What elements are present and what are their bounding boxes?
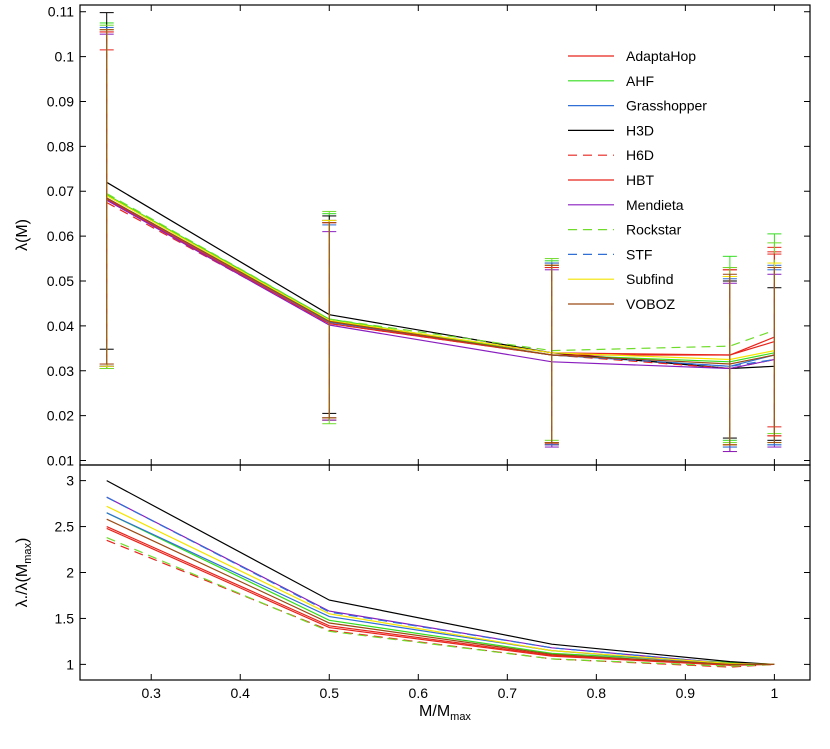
x-tick-label: 0.8 (587, 685, 607, 701)
bottom-y-tick-label: 1 (66, 656, 74, 672)
top-y-tick-label: 0.08 (47, 138, 74, 154)
x-axis-label-main: M/M (419, 703, 450, 720)
bottom-line-voboz (106, 518, 775, 666)
legend-item-mendieta: Mendieta (568, 197, 684, 213)
top-line-voboz (106, 197, 775, 365)
x-tick-label: 0.4 (231, 685, 251, 701)
legend-label: AHF (626, 73, 654, 89)
bottom-plot-frame (79, 464, 811, 681)
bottom-y-tick-label: 2.5 (55, 519, 75, 535)
legend-label: Rockstar (626, 222, 682, 238)
top-y-tick-label: 0.06 (47, 228, 74, 244)
top-panel: 0.01 0.02 0.03 0.04 0.05 0.06 0.07 0.08 0.09 0.1 0… (14, 4, 811, 469)
top-series-group (99, 12, 782, 453)
x-tick-label: 0.7 (498, 685, 518, 701)
top-y-tick-label: 0.11 (48, 4, 74, 20)
top-y-tick-label: 0.07 (47, 183, 74, 199)
legend-label: HBT (626, 172, 654, 188)
bottom-y-tick-label: 2 (66, 565, 74, 581)
bottom-y-axis-label: λ./λ(Mmax) (14, 538, 34, 608)
top-y-tick-label: 0.09 (47, 93, 74, 109)
legend-label: H3D (626, 122, 654, 138)
legend-item-adaptahop: AdaptaHop (568, 48, 696, 64)
bottom-y-axis-label-sub: max (22, 543, 34, 564)
bottom-panel: 11.522.53 0.3 0.4 0.5 0.6 0.7 0.8 0.9 1 λ./λ(Mm… (14, 464, 811, 723)
legend-label: VOBOZ (626, 296, 675, 312)
legend-label: AdaptaHop (626, 48, 696, 64)
top-y-tick-label: 0.04 (47, 318, 74, 334)
bottom-line-rockstar (106, 537, 775, 667)
bottom-y-tick-label: 3 (66, 473, 74, 489)
legend-label: Mendieta (626, 197, 684, 213)
x-tick-label: 1 (770, 685, 778, 701)
legend-item-stf: STF (568, 246, 652, 262)
x-tick-label: 0.6 (409, 685, 429, 701)
bottom-line-stf (106, 496, 775, 665)
bottom-line-subfind (106, 505, 775, 665)
top-y-axis-label: λ(M) (14, 219, 31, 251)
legend-label: STF (626, 246, 652, 262)
top-y-ticks: 0.01 0.02 0.03 0.04 0.05 0.06 0.07 0.08 0.09 0.1 0… (47, 4, 810, 469)
x-tick-label: 0.9 (676, 685, 696, 701)
top-series-voboz (99, 29, 782, 446)
legend-item-grasshopper: Grasshopper (568, 98, 707, 114)
bottom-y-ticks: 1 1.5 2 2.5 3 (55, 473, 810, 672)
legend-item-voboz: VOBOZ (568, 296, 675, 312)
bottom-y-tick-label: 1.5 (55, 610, 75, 626)
legend-item-rockstar: Rockstar (568, 222, 682, 238)
top-y-tick-label: 0.02 (47, 408, 74, 424)
legend-item-subfind: Subfind (568, 271, 673, 287)
legend-item-ahf: AHF (568, 73, 654, 89)
x-tick-label: 0.5 (320, 685, 340, 701)
top-y-tick-label: 0.05 (47, 273, 74, 289)
top-y-tick-label: 0.01 (47, 453, 74, 469)
legend-label: Grasshopper (626, 98, 707, 114)
bottom-y-axis-label-main: λ./λ(M (14, 564, 31, 608)
x-ticks: 0.3 0.4 0.5 0.6 0.7 0.8 0.9 1 (141, 465, 778, 701)
bottom-y-axis-label-end: ) (14, 538, 31, 543)
top-y-tick-label: 0.03 (47, 363, 74, 379)
legend-label: Subfind (626, 271, 673, 287)
legend-item-h3d: H3D (568, 122, 654, 138)
x-axis-label-sub: max (450, 711, 471, 723)
legend-item-hbt: HBT (568, 172, 654, 188)
legend-label: H6D (626, 147, 654, 163)
x-tick-label: 0.3 (141, 685, 161, 701)
legend: AdaptaHop AHF Grasshopper H3D H6D HBT Mendieta… (568, 48, 707, 312)
x-axis-label: M/Mmax (419, 703, 471, 723)
bottom-series-group (106, 480, 775, 668)
legend-item-h6d: H6D (568, 147, 654, 163)
bottom-line-h3d (106, 480, 775, 665)
top-y-tick-label: 0.1 (55, 49, 75, 65)
